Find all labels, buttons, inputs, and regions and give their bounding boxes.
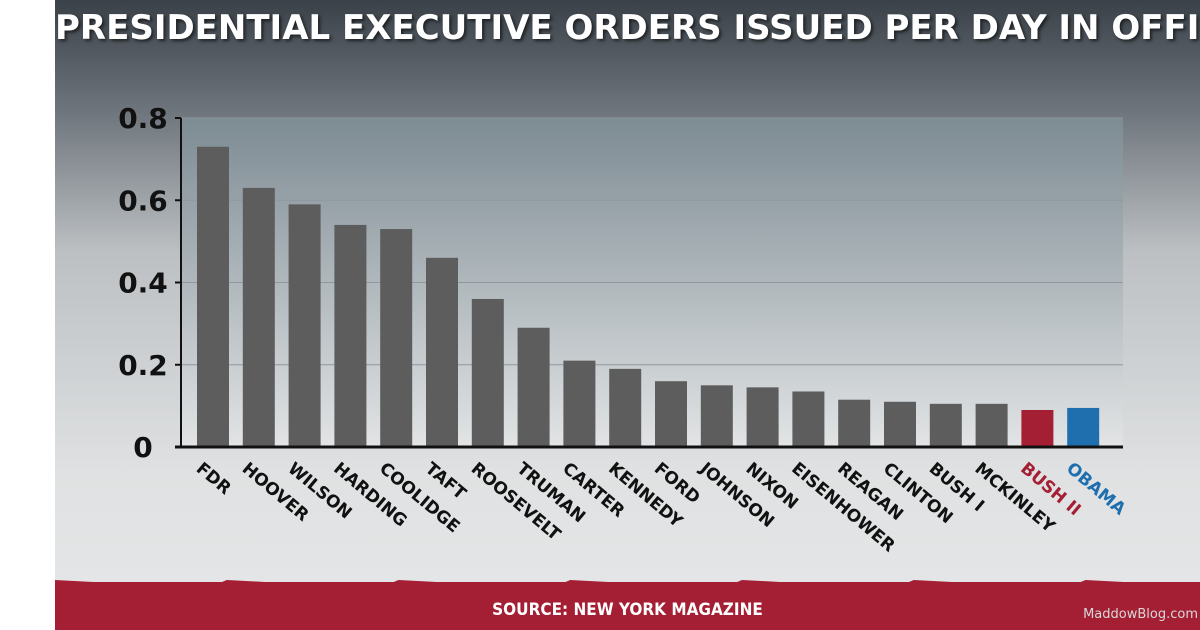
bar-roosevelt: [471, 298, 504, 447]
bar-chart: 0 0.2 0.4 0.6 0.8 FDR HOOVERWILSONHARDINGCOOL…: [118, 102, 1130, 556]
bar-taft: [426, 257, 458, 447]
y-tick-label: 0.8: [118, 102, 168, 135]
watermark: MaddowBlog.com: [1083, 607, 1198, 622]
chart-title: PRESIDENTIAL EXECUTIVE ORDERS ISSUED PER…: [55, 8, 1200, 48]
bar-carter: [563, 360, 596, 447]
bar-nixon: [746, 387, 779, 447]
bar-johnson: [700, 385, 733, 447]
bar-obama: [1067, 407, 1100, 447]
y-tick-label: 0.6: [118, 184, 168, 217]
x-tick-label: FDR: [192, 459, 235, 499]
bar-ford: [655, 381, 687, 447]
bar-eisenhower: [792, 391, 825, 447]
footer-band: [55, 582, 1200, 630]
x-axis-labels: FDR HOOVERWILSONHARDINGCOOLIDGETAFTROOSEV…: [192, 458, 1130, 556]
bar-bush-i: [929, 403, 962, 447]
source-label: SOURCE: NEW YORK MAGAZINE: [492, 600, 763, 620]
chart-stage: PRESIDENTIAL EXECUTIVE ORDERS ISSUED PER…: [55, 0, 1200, 630]
y-tick-label: 0.4: [118, 267, 168, 300]
y-axis-ticks: 0 0.2 0.4 0.6 0.8: [118, 102, 181, 464]
bar-kennedy: [609, 368, 642, 447]
bar-truman: [517, 327, 550, 447]
bar-mckinley: [975, 403, 1008, 447]
bar-clinton: [884, 401, 916, 447]
bar-bush-ii: [1021, 409, 1054, 447]
bar-fdr: [197, 146, 229, 447]
y-tick-label: 0.2: [118, 349, 168, 382]
bar-hoover: [242, 187, 275, 447]
bars: [197, 146, 1100, 447]
bar-wilson: [288, 204, 321, 447]
y-tick-label: 0: [133, 431, 152, 464]
bar-coolidge: [380, 229, 413, 447]
bar-reagan: [838, 399, 871, 447]
bar-harding: [334, 224, 367, 447]
